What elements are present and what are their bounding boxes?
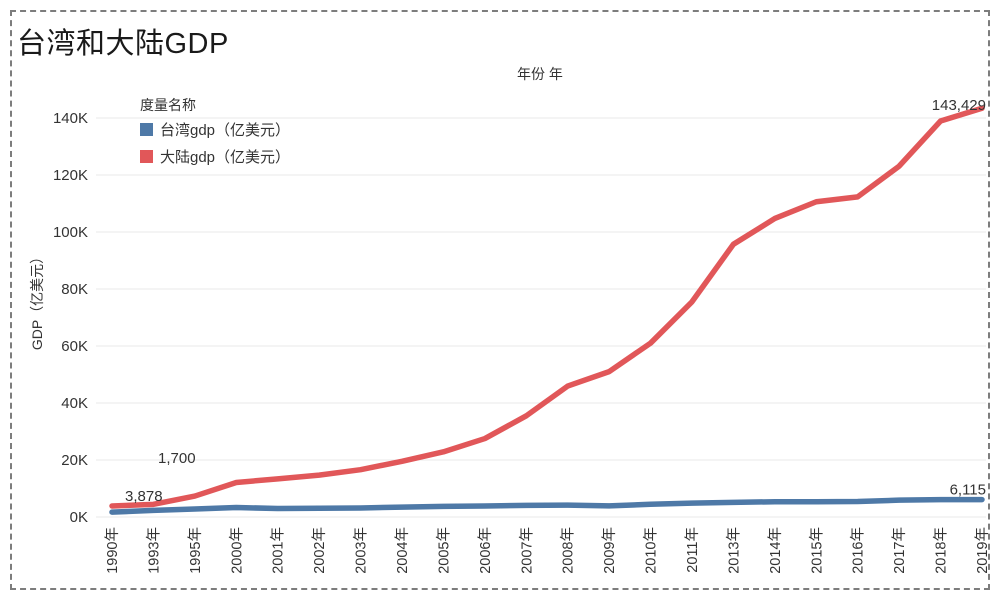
legend-title: 度量名称 xyxy=(140,97,196,113)
y-tick-label: 40K xyxy=(61,395,88,412)
x-tick-label: 2014年 xyxy=(767,527,784,574)
x-tick-label: 2019年 xyxy=(974,527,991,574)
data-point-label: 6,115 xyxy=(950,482,986,499)
x-tick-label: 2013年 xyxy=(725,527,742,574)
x-tick-label: 2017年 xyxy=(891,527,908,574)
y-tick-label: 120K xyxy=(53,167,88,184)
x-tick-label: 2008年 xyxy=(560,527,577,574)
legend-item-label: 台湾gdp（亿美元） xyxy=(160,122,291,139)
x-tick-label: 2004年 xyxy=(394,527,411,574)
taiwan-gdp-line[interactable] xyxy=(109,496,985,515)
x-tick-label: 2018年 xyxy=(933,527,950,574)
chart-title: 台湾和大陆GDP xyxy=(17,28,229,60)
x-tick-label: 2010年 xyxy=(643,527,660,574)
y-tick-label: 100K xyxy=(53,224,88,241)
legend: 度量名称 台湾gdp（亿美元） 大陆gdp（亿美元） xyxy=(140,95,290,173)
data-point-label: 3,878 xyxy=(125,488,163,505)
x-tick-label: 2006年 xyxy=(477,527,494,574)
x-tick-label: 1990年 xyxy=(104,527,121,574)
x-tick-label: 1993年 xyxy=(145,527,162,574)
legend-item-label: 大陆gdp（亿美元） xyxy=(160,149,291,166)
legend-item-1[interactable]: 大陆gdp（亿美元） xyxy=(140,146,290,167)
legend-swatch-icon xyxy=(140,123,153,136)
x-tick-label: 2001年 xyxy=(270,527,287,574)
x-tick-label: 2003年 xyxy=(353,527,370,574)
y-tick-label: 20K xyxy=(61,452,88,469)
data-point-label: 1,700 xyxy=(158,450,196,467)
legend-item-0[interactable]: 台湾gdp（亿美元） xyxy=(140,119,290,140)
y-tick-label: 0K xyxy=(70,509,88,526)
column-header-year: 年份 年 xyxy=(517,66,563,82)
x-tick-label: 1995年 xyxy=(187,527,204,574)
x-tick-label: 2009年 xyxy=(601,527,618,574)
mainland-gdp-line[interactable] xyxy=(109,105,985,509)
y-tick-label: 140K xyxy=(53,110,88,127)
x-tick-label: 2000年 xyxy=(228,527,245,574)
x-tick-label: 2002年 xyxy=(311,527,328,574)
y-tick-label: 60K xyxy=(61,338,88,355)
x-tick-label: 2016年 xyxy=(850,527,867,574)
x-tick-label: 2007年 xyxy=(518,527,535,574)
x-tick-label: 2015年 xyxy=(808,527,825,574)
data-point-label: 143,429 xyxy=(932,97,986,114)
y-tick-label: 80K xyxy=(61,281,88,298)
legend-swatch-icon xyxy=(140,150,153,163)
x-tick-label: 2011年 xyxy=(684,527,701,573)
x-tick-label: 2005年 xyxy=(435,527,452,574)
